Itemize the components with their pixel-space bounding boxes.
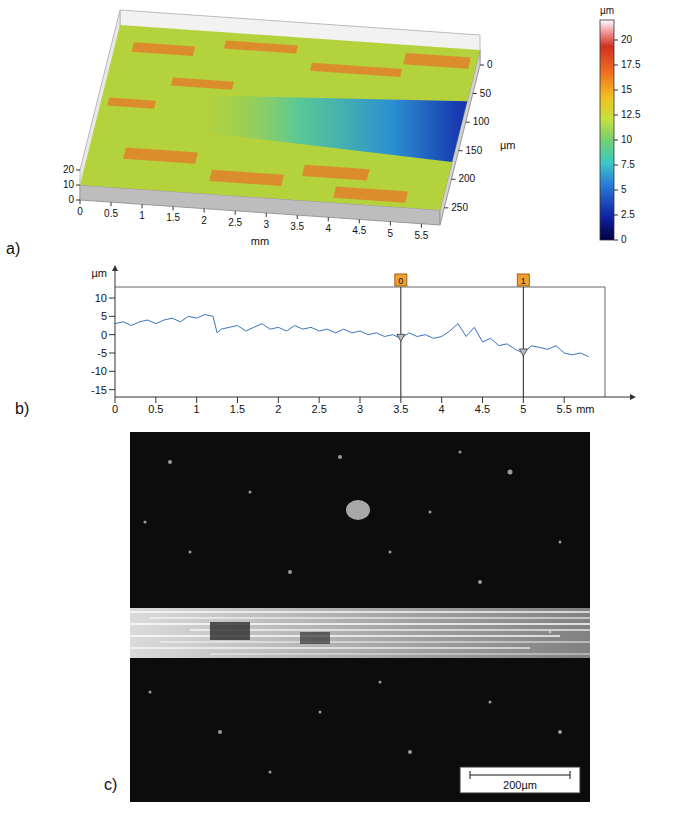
svg-text:0: 0 [68, 194, 74, 205]
svg-text:20: 20 [621, 34, 633, 45]
svg-text:17.5: 17.5 [621, 59, 641, 70]
svg-text:3: 3 [263, 219, 269, 230]
svg-text:200: 200 [458, 173, 475, 184]
svg-text:mm: mm [251, 235, 269, 247]
svg-text:0: 0 [77, 206, 83, 217]
svg-text:50: 50 [480, 88, 492, 99]
svg-text:100: 100 [473, 116, 490, 127]
svg-text:0.5: 0.5 [148, 403, 163, 415]
svg-text:0.5: 0.5 [104, 208, 118, 219]
svg-text:7.5: 7.5 [621, 159, 635, 170]
svg-text:0: 0 [101, 329, 107, 341]
svg-text:5: 5 [621, 184, 627, 195]
svg-text:3: 3 [357, 403, 363, 415]
svg-text:µm: µm [500, 139, 516, 151]
svg-text:150: 150 [466, 145, 483, 156]
svg-text:1: 1 [521, 276, 526, 286]
svg-text:5: 5 [101, 310, 107, 322]
svg-text:5: 5 [388, 228, 394, 239]
svg-text:20: 20 [63, 164, 75, 175]
svg-text:1: 1 [139, 210, 145, 221]
svg-text:1.5: 1.5 [166, 212, 180, 223]
svg-text:4: 4 [439, 403, 445, 415]
svg-text:-15: -15 [91, 384, 107, 396]
svg-text:µm: µm [91, 267, 107, 279]
svg-text:5.5: 5.5 [557, 403, 572, 415]
svg-text:0: 0 [487, 59, 493, 70]
svg-text:5.5: 5.5 [414, 230, 428, 241]
svg-text:4.5: 4.5 [475, 403, 490, 415]
svg-text:2: 2 [275, 403, 281, 415]
svg-text:2.5: 2.5 [312, 403, 327, 415]
svg-text:2.5: 2.5 [621, 209, 635, 220]
svg-text:10: 10 [621, 134, 633, 145]
svg-text:1: 1 [194, 403, 200, 415]
svg-text:4: 4 [325, 223, 331, 234]
svg-text:µm: µm [600, 5, 614, 16]
svg-text:1.5: 1.5 [230, 403, 245, 415]
svg-text:mm: mm [576, 403, 594, 415]
svg-text:0: 0 [398, 276, 403, 286]
svg-text:5: 5 [520, 403, 526, 415]
svg-text:a): a) [6, 240, 20, 257]
svg-text:3.5: 3.5 [290, 221, 304, 232]
svg-text:-5: -5 [97, 347, 107, 359]
svg-text:10: 10 [63, 179, 75, 190]
svg-text:10: 10 [95, 292, 107, 304]
svg-text:4.5: 4.5 [352, 225, 366, 236]
svg-text:2: 2 [201, 215, 207, 226]
svg-text:15: 15 [621, 84, 633, 95]
html-text:b): b) [15, 400, 30, 417]
svg-text:0: 0 [621, 234, 627, 245]
svg-text:2.5: 2.5 [228, 217, 242, 228]
svg-text:0: 0 [112, 403, 118, 415]
html-text:c): c) [104, 776, 118, 793]
svg-text:250: 250 [451, 202, 468, 213]
svg-text:-10: -10 [91, 365, 107, 377]
svg-text:200µm: 200µm [503, 779, 537, 791]
svg-text:3.5: 3.5 [393, 403, 408, 415]
svg-text:12.5: 12.5 [621, 109, 641, 120]
